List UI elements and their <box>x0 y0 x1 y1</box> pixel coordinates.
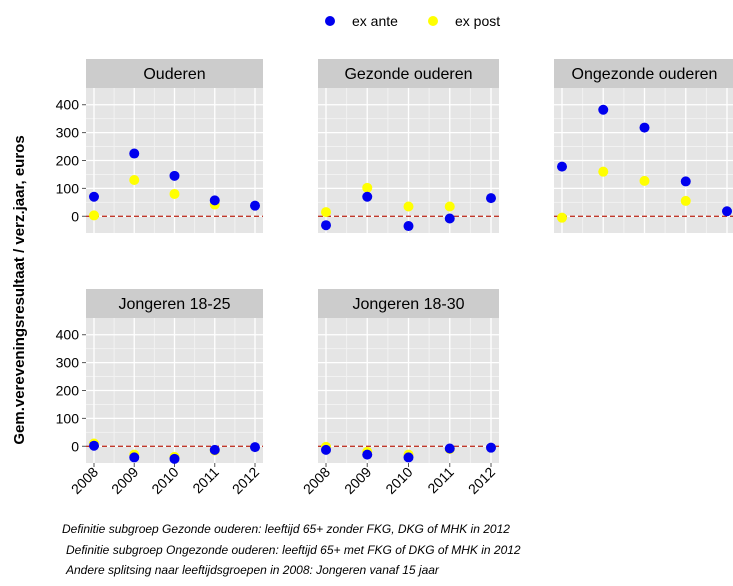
point-ex-post-2010 <box>639 175 650 186</box>
x-tick-label: 2011 <box>189 464 222 497</box>
point-ex-ante-2010 <box>169 453 180 464</box>
legend-label-ex-post: ex post <box>455 13 500 29</box>
point-ex-ante-2010 <box>169 170 180 181</box>
x-tick-label: 2012 <box>229 464 262 497</box>
panel-strip <box>318 59 499 88</box>
panel-strip <box>318 289 499 318</box>
point-ex-ante-2009 <box>598 104 609 115</box>
legend <box>318 8 528 36</box>
panel-strip <box>86 289 263 318</box>
point-ex-post-2009 <box>598 166 609 177</box>
y-tick-label: 0 <box>71 208 79 224</box>
y-axis-label: Gem.vereveningsresultaat / verz.jaar, eu… <box>11 135 28 444</box>
point-ex-ante-2012 <box>486 193 496 204</box>
x-tick-label: 2011 <box>424 464 457 497</box>
panel-2: Ongezonde ouderen <box>554 59 733 233</box>
y-tick-label: 300 <box>56 125 80 141</box>
point-ex-ante-2010 <box>403 221 414 232</box>
point-ex-ante-2010 <box>403 452 414 463</box>
point-ex-ante-2008 <box>321 444 331 455</box>
panel-title: Jongeren 18-30 <box>352 296 464 313</box>
point-ex-ante-2011 <box>444 213 455 224</box>
y-tick-label: 0 <box>71 438 79 454</box>
footnote-age-groups: Andere splitsing naar leeftijdsgroepen i… <box>66 563 439 577</box>
point-ex-ante-2011 <box>209 195 220 206</box>
point-ex-ante-2012 <box>722 206 732 217</box>
y-tick-label: 100 <box>56 410 80 426</box>
y-tick-label: 400 <box>56 97 80 113</box>
y-tick-label: 200 <box>56 153 80 169</box>
x-tick-label: 2008 <box>300 464 333 497</box>
point-ex-ante-2009 <box>129 452 140 463</box>
point-ex-ante-2009 <box>362 191 373 202</box>
y-tick-label: 100 <box>56 180 80 196</box>
point-ex-post-2008 <box>557 212 567 223</box>
x-tick-label: 2010 <box>382 464 415 497</box>
legend-key-ex-post <box>428 16 438 26</box>
point-ex-ante-2012 <box>250 200 260 211</box>
y-tick-label: 200 <box>56 383 80 399</box>
x-tick-label: 2012 <box>465 464 498 497</box>
x-tick-label: 2009 <box>341 464 374 497</box>
point-ex-ante-2009 <box>362 449 373 460</box>
panel-strip <box>86 59 263 88</box>
footnote-definition-healthy: Definitie subgroep Gezonde ouderen: leef… <box>62 522 510 536</box>
point-ex-post-2011 <box>444 201 455 212</box>
point-ex-ante-2009 <box>129 148 140 159</box>
panel-title: Ongezonde ouderen <box>572 66 718 83</box>
point-ex-ante-2012 <box>250 442 260 453</box>
point-ex-post-2010 <box>169 188 180 199</box>
point-ex-post-2010 <box>403 201 414 212</box>
point-ex-ante-2010 <box>639 122 650 133</box>
faceted-scatter-chart: ex ante ex post Gem.vereveningsresultaat … <box>11 8 733 498</box>
y-tick-label: 400 <box>56 327 80 343</box>
point-ex-post-2009 <box>362 182 373 193</box>
panel-1: Gezonde ouderen <box>318 59 499 233</box>
x-tick-label: 2009 <box>108 464 141 497</box>
legend-entries: ex ante ex post <box>325 13 500 29</box>
point-ex-ante-2008 <box>89 440 99 451</box>
point-ex-ante-2011 <box>680 176 691 187</box>
point-ex-post-2009 <box>129 175 140 186</box>
panel-4: Jongeren 18-30 2008 2009 2010 2011 2012 <box>300 289 499 497</box>
panel-title: Jongeren 18-25 <box>118 296 230 313</box>
point-ex-post-2008 <box>89 210 99 221</box>
point-ex-ante-2008 <box>321 220 331 231</box>
point-ex-ante-2008 <box>89 191 99 202</box>
legend-key-ex-ante <box>325 16 335 26</box>
point-ex-ante-2012 <box>486 442 496 453</box>
panel-strip <box>554 59 733 88</box>
footnote-definition-unhealthy: Definitie subgroep Ongezonde ouderen: le… <box>66 543 521 557</box>
panels: Ouderen 0 100 200 300 400 Gezonde ouderen Ongez… <box>56 59 733 497</box>
panel-0: Ouderen 0 100 200 300 400 <box>56 59 263 233</box>
point-ex-post-2011 <box>680 195 691 206</box>
point-ex-ante-2008 <box>557 161 567 172</box>
x-tick-label: 2008 <box>68 464 101 497</box>
y-tick-label: 300 <box>56 355 80 371</box>
panel-title: Gezonde ouderen <box>344 66 472 83</box>
point-ex-post-2008 <box>321 207 331 218</box>
legend-label-ex-ante: ex ante <box>352 13 398 29</box>
x-tick-label: 2010 <box>148 464 181 497</box>
point-ex-ante-2011 <box>209 444 220 455</box>
panel-title: Ouderen <box>143 66 205 83</box>
point-ex-ante-2011 <box>444 443 455 454</box>
